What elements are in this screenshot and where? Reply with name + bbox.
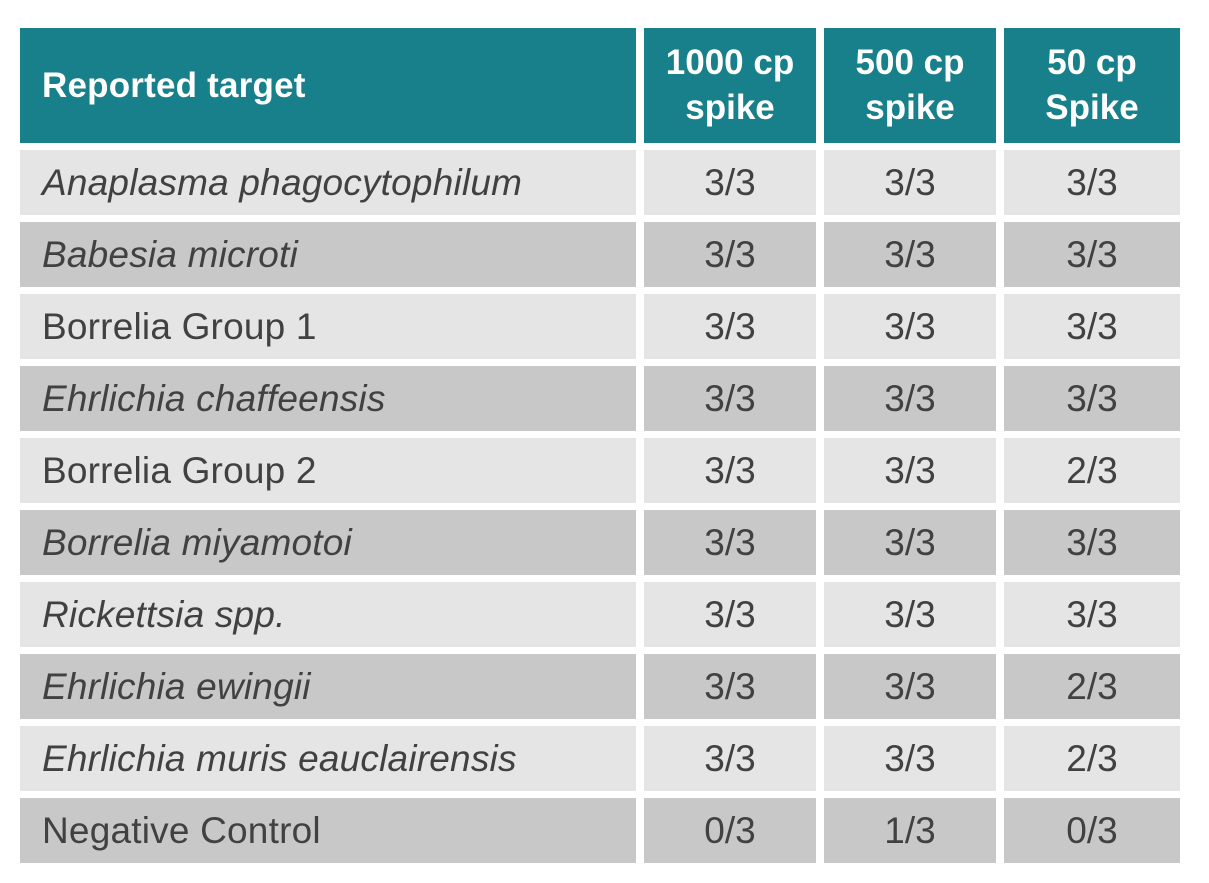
table-row: Ehrlichia ewingii 3/3 3/3 2/3 xyxy=(20,654,1180,719)
header-50cp-spike: 50 cp Spike xyxy=(1004,28,1180,143)
value-500cp-cell: 3/3 xyxy=(824,438,996,503)
table-row: Borrelia miyamotoi 3/3 3/3 3/3 xyxy=(20,510,1180,575)
target-name-cell: Ehrlichia muris eauclairensis xyxy=(20,726,636,791)
target-name-cell: Borrelia Group 2 xyxy=(20,438,636,503)
target-name-cell: Babesia microti xyxy=(20,222,636,287)
value-50cp-cell: 3/3 xyxy=(1004,366,1180,431)
table-row: Babesia microti 3/3 3/3 3/3 xyxy=(20,222,1180,287)
target-name-cell: Negative Control xyxy=(20,798,636,863)
value-1000cp-cell: 3/3 xyxy=(644,510,816,575)
value-1000cp-cell: 3/3 xyxy=(644,726,816,791)
value-1000cp-cell: 3/3 xyxy=(644,438,816,503)
value-500cp-cell: 3/3 xyxy=(824,294,996,359)
value-500cp-cell: 1/3 xyxy=(824,798,996,863)
value-500cp-cell: 3/3 xyxy=(824,582,996,647)
value-500cp-cell: 3/3 xyxy=(824,726,996,791)
value-50cp-cell: 2/3 xyxy=(1004,438,1180,503)
table-row: Anaplasma phagocytophilum 3/3 3/3 3/3 xyxy=(20,150,1180,215)
target-name-cell: Rickettsia spp. xyxy=(20,582,636,647)
value-50cp-cell: 3/3 xyxy=(1004,582,1180,647)
target-name-cell: Ehrlichia chaffeensis xyxy=(20,366,636,431)
value-1000cp-cell: 3/3 xyxy=(644,294,816,359)
value-1000cp-cell: 0/3 xyxy=(644,798,816,863)
value-1000cp-cell: 3/3 xyxy=(644,654,816,719)
table-row: Ehrlichia chaffeensis 3/3 3/3 3/3 xyxy=(20,366,1180,431)
value-1000cp-cell: 3/3 xyxy=(644,582,816,647)
table-row: Borrelia Group 1 3/3 3/3 3/3 xyxy=(20,294,1180,359)
value-50cp-cell: 3/3 xyxy=(1004,222,1180,287)
spike-results-table: Reported target 1000 cp spike 500 cp spi… xyxy=(20,28,1180,863)
table-row: Borrelia Group 2 3/3 3/3 2/3 xyxy=(20,438,1180,503)
value-50cp-cell: 3/3 xyxy=(1004,294,1180,359)
value-500cp-cell: 3/3 xyxy=(824,366,996,431)
value-50cp-cell: 3/3 xyxy=(1004,150,1180,215)
value-1000cp-cell: 3/3 xyxy=(644,222,816,287)
value-500cp-cell: 3/3 xyxy=(824,510,996,575)
value-1000cp-cell: 3/3 xyxy=(644,366,816,431)
value-50cp-cell: 0/3 xyxy=(1004,798,1180,863)
value-500cp-cell: 3/3 xyxy=(824,222,996,287)
value-500cp-cell: 3/3 xyxy=(824,654,996,719)
target-name-cell: Anaplasma phagocytophilum xyxy=(20,150,636,215)
target-name-cell: Borrelia Group 1 xyxy=(20,294,636,359)
value-50cp-cell: 2/3 xyxy=(1004,726,1180,791)
value-50cp-cell: 2/3 xyxy=(1004,654,1180,719)
header-500cp-spike: 500 cp spike xyxy=(824,28,996,143)
value-50cp-cell: 3/3 xyxy=(1004,510,1180,575)
table-header-row: Reported target 1000 cp spike 500 cp spi… xyxy=(20,28,1180,143)
header-1000cp-spike: 1000 cp spike xyxy=(644,28,816,143)
table-row: Ehrlichia muris eauclairensis 3/3 3/3 2/… xyxy=(20,726,1180,791)
table-row: Rickettsia spp. 3/3 3/3 3/3 xyxy=(20,582,1180,647)
value-500cp-cell: 3/3 xyxy=(824,150,996,215)
header-reported-target: Reported target xyxy=(20,28,636,143)
target-name-cell: Ehrlichia ewingii xyxy=(20,654,636,719)
table-row: Negative Control 0/3 1/3 0/3 xyxy=(20,798,1180,863)
target-name-cell: Borrelia miyamotoi xyxy=(20,510,636,575)
value-1000cp-cell: 3/3 xyxy=(644,150,816,215)
